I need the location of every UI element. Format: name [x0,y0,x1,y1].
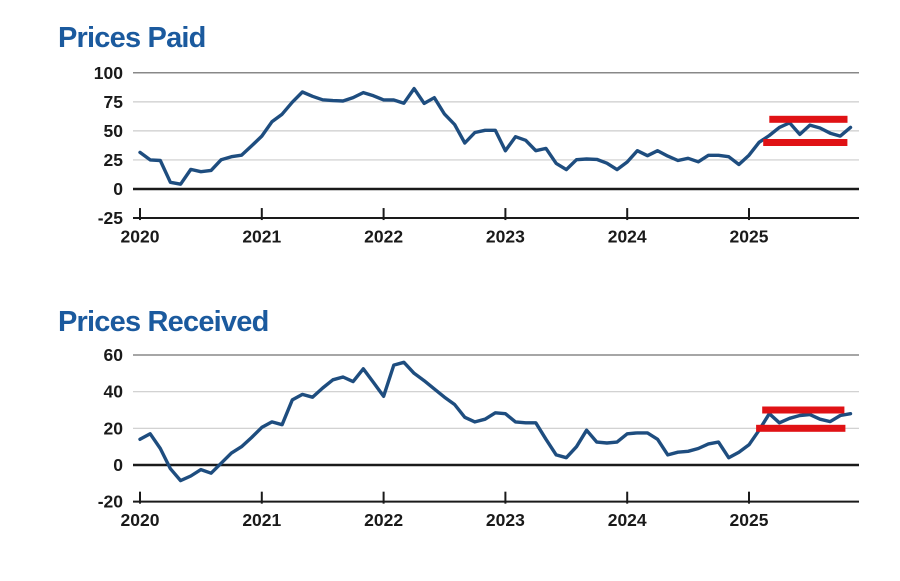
y-tick-label: 0 [113,455,123,475]
highlight-bar-bottom [763,139,848,146]
x-tick-label: 2022 [364,510,403,530]
x-tick-label: 2021 [242,227,281,247]
data-line-prices-received [138,360,853,483]
y-tick-label: 0 [113,179,123,199]
highlight-bar-bottom [756,424,846,432]
y-tick-label: 50 [104,121,124,141]
x-tick-label: 2025 [730,227,769,247]
x-tick-label: 2024 [608,510,647,530]
chart-title-prices-paid: Prices Paid [58,22,206,54]
x-tick-label: 2023 [486,227,525,247]
y-tick-label: 75 [104,92,124,112]
highlight-bar-top [769,115,848,123]
y-tick-label: 20 [104,418,124,438]
data-line-prices-paid [138,86,853,186]
y-tick-label: 25 [104,150,124,170]
x-tick-label: 2021 [242,510,281,530]
chart-title-prices-received: Prices Received [58,306,269,338]
y-tick-label: 100 [94,63,123,83]
x-tick-label: 2023 [486,510,525,530]
x-tick-label: 2022 [364,227,403,247]
highlight-bar-top [762,406,845,414]
y-tick-label: -20 [98,492,124,512]
y-tick-label: 40 [104,382,124,402]
x-tick-label: 2020 [121,227,160,247]
x-tick-label: 2025 [730,510,769,530]
x-tick-label: 2020 [121,510,160,530]
y-tick-label: 60 [104,345,124,365]
x-tick-label: 2024 [608,227,647,247]
y-tick-label: -25 [98,208,124,228]
